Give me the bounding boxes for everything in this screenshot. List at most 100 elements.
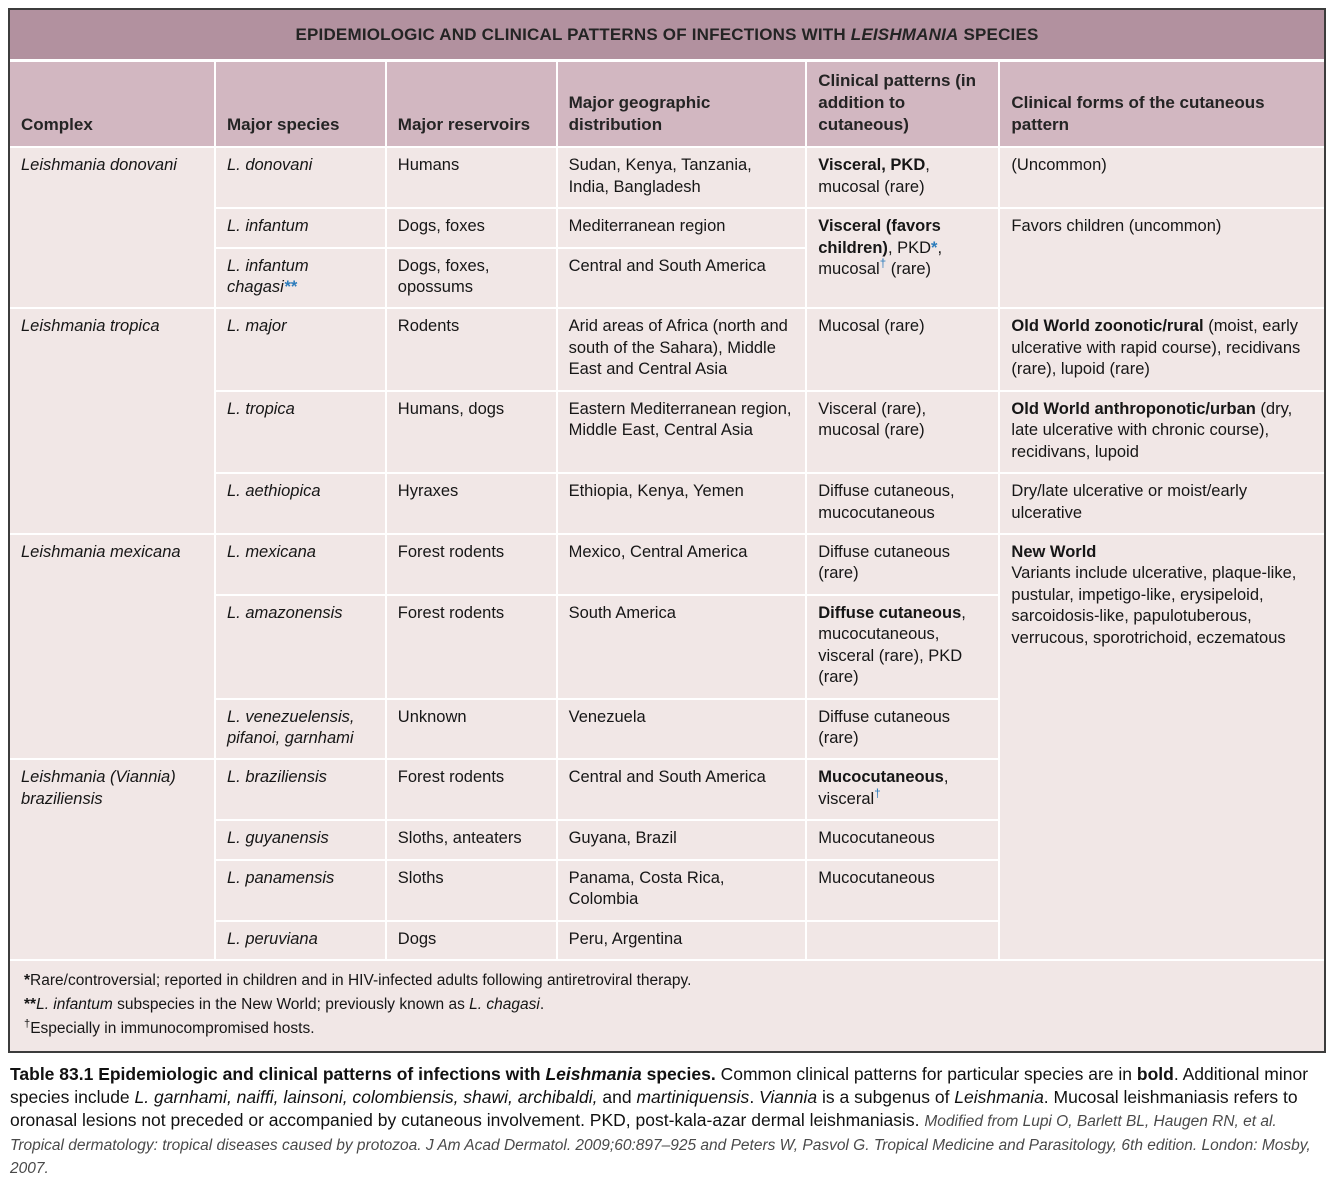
cell-clinical-patterns: Mucocutaneous, visceral† [805,758,1001,822]
text-segment: martiniquensis [636,1087,750,1108]
text-segment: Leishmania [954,1087,1044,1108]
cell-geography: Mediterranean region [555,207,808,249]
text-segment: Common clinical patterns for particular … [715,1064,1137,1085]
table-title-text: EPIDEMIOLOGIC AND CLINICAL PATTERNS OF I… [295,25,1038,45]
text-segment: Central and South America [568,768,766,787]
cell-species: L. tropica [213,389,387,475]
cell-clinical-patterns: Visceral (rare), mucosal (rare) [805,389,1001,475]
cell-reservoirs: Unknown [384,697,558,761]
text-segment: and [597,1087,637,1108]
text-segment: (dry, late ulcerative with chronic cours… [1011,399,1293,461]
cell-geography: Eastern Mediterranean region, Middle Eas… [555,389,808,475]
text-segment: Visceral, PKD [818,156,926,175]
text-segment: L. tropica [226,399,295,418]
text-segment: Diffuse cutaneous (rare) [818,542,951,583]
text-segment: Ethiopia, Kenya, Yemen [568,482,744,501]
text-segment: Diffuse cutaneous (rare) [818,707,951,747]
cell-geography: Central and South America [555,758,808,822]
cell-species: L. donovani [213,146,387,210]
text-segment: Mexico, Central America [568,542,748,561]
text-segment: subspecies in the New World; previously … [112,996,470,1014]
text-segment: Sudan, Kenya, Tanzania, India, Banglades… [568,156,752,196]
text-segment: Diffuse cutaneous [818,603,962,622]
text-segment: * [24,972,31,990]
text-segment: New World [1011,542,1097,561]
text-segment: Mucosal (rare) [818,317,925,336]
table-row: Leishmania tropica L. major Rodents Arid ar… [9,307,1325,535]
column-header-clinical-patterns: Clinical patterns (in addition to cutane… [805,60,1001,149]
title-pre: EPIDEMIOLOGIC AND CLINICAL PATTERNS OF I… [295,24,851,44]
text-segment: Humans, dogs [397,399,505,418]
text-segment: Leishmania [545,1064,642,1085]
table-row: L. tropica Humans, dogs Eastern Mediterran… [10,389,1325,475]
header-row: Complex Major species Major reservoirs M… [9,60,1325,149]
text-segment: , mucosal [818,238,943,278]
text-segment: Old World anthroponotic/urban [1011,399,1256,418]
cell-clinical-patterns: Visceral (favors children), PKD*, mucosa… [805,207,1001,310]
cell-clinical-patterns [805,919,1001,962]
cell-geography: Mexico, Central America [555,532,808,596]
cell-species: L. venezuelensis, pifanoi, garnhami [213,697,387,761]
text-segment: Dogs [397,929,437,948]
table-row: L. peruviana Dogs Peru, Argentina [10,919,1324,962]
text-segment: Leishmania (Viannia) braziliensis [21,768,176,808]
cell-reservoirs: Forest rodents [384,532,558,596]
cell-clinical-patterns: Diffuse cutaneous, mucocutaneous [805,472,1001,535]
cell-cutaneous-forms: New World Variants include ulcerative, pl… [998,532,1325,962]
text-segment: † [24,1017,31,1030]
text-segment: L. donovani [226,156,313,175]
text-segment: Dogs, foxes, opossums [397,256,490,296]
table-body: Leishmania donovani L. donovani Humans Suda… [9,146,1325,1053]
cell-reservoirs: Hyraxes [384,472,558,535]
text-segment: South America [568,603,676,622]
cell-complex: Leishmania donovani [9,146,216,310]
cell-reservoirs: Dogs, foxes, opossums [384,246,558,310]
cell-species: L. infantum [213,207,387,249]
cell-clinical-patterns: Diffuse cutaneous (rare) [805,532,1001,596]
cell-cutaneous-forms: Old World anthroponotic/urban (dry, late… [998,389,1325,475]
text-segment: Central and South America [568,256,766,275]
cell-geography: Central and South America [555,246,808,310]
text-segment: , visceral [818,768,949,808]
text-segment: † [879,258,887,271]
text-segment: L. panamensis [226,868,335,887]
column-header-reservoirs: Major reservoirs [384,60,558,149]
text-segment: Mediterranean region [568,217,726,236]
text-segment: Visceral (rare), mucosal (rare) [818,399,927,440]
cell-species: L. major [213,307,387,392]
cell-species: L. amazonensis [213,593,387,700]
text-segment: Mucocutaneous [818,829,935,848]
cell-clinical-patterns: Diffuse cutaneous (rare) [805,697,1001,761]
cell-species: L. panamensis [213,858,387,922]
text-segment: L. chagasi [469,996,540,1014]
table-row: L. aethiopica Hyraxes Ethiopia, Kenya, Yem… [10,472,1325,535]
text-segment: Especially in immunocompromised hosts. [30,1020,315,1038]
cell-species: L. braziliensis [213,758,387,822]
text-segment: Diffuse cutaneous, mucocutaneous [818,482,955,522]
footnote: *Rare/controversial; reported in childre… [24,969,1310,993]
text-segment: L. guyanensis [226,829,329,848]
text-segment: . [749,1087,760,1108]
cell-geography: Venezuela [555,697,808,761]
cell-geography: Panama, Costa Rica, Colombia [555,858,808,922]
table-row: L. panamensis Sloths Panama, Costa Rica, C… [10,858,1324,922]
text-segment: Forest rodents [397,542,505,561]
cell-reservoirs: Forest rodents [384,593,558,700]
text-segment: L. peruviana [226,929,318,948]
title-post: SPECIES [958,24,1039,44]
footnotes: *Rare/controversial; reported in childre… [9,959,1325,1053]
text-segment: Unknown [397,707,467,726]
cell-geography: Ethiopia, Kenya, Yemen [555,472,808,535]
text-segment: Leishmania donovani [21,156,177,175]
cell-species: L. aethiopica [213,472,387,535]
cell-species: L. mexicana [213,532,387,596]
text-segment: bold [1136,1064,1174,1085]
text-segment: species. [641,1064,716,1085]
title-genus: LEISHMANIA [850,24,959,44]
table-caption: Table 83.1 Epidemiologic and clinical pa… [8,1063,1326,1180]
table-row: L. venezuelensis, pifanoi, garnhami Unkno… [10,697,1324,761]
text-segment: , PKD [887,238,932,257]
text-segment: L. major [226,317,287,336]
footnote: **L. infantum subspecies in the New Worl… [24,993,1310,1017]
cell-geography: Sudan, Kenya, Tanzania, India, Banglades… [555,146,808,210]
